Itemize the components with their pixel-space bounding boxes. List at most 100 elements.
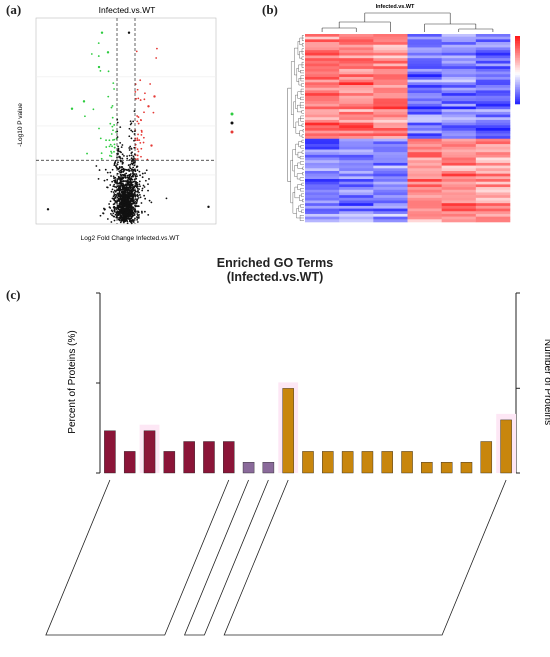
- volcano-point-None: [106, 178, 109, 181]
- volcano-point-None: [119, 201, 122, 204]
- heatmap-cell: [407, 192, 442, 196]
- volcano-point-None: [128, 127, 131, 130]
- volcano-point-None: [140, 210, 143, 213]
- volcano-point-None: [113, 162, 116, 165]
- heatmap-cell: [373, 101, 408, 105]
- volcano-point-None: [104, 208, 106, 211]
- volcano-point-None: [128, 176, 131, 179]
- heatmap-cell: [441, 39, 477, 43]
- volcano-point-None: [112, 212, 115, 215]
- go-bar: [341, 451, 354, 474]
- volcano-point-down: [113, 138, 116, 141]
- heatmap-cell: [475, 85, 511, 89]
- go-group-bracket: [223, 479, 507, 636]
- volcano-point-down: [110, 152, 113, 154]
- heatmap-cell: [475, 68, 511, 72]
- volcano-point-None: [118, 167, 121, 170]
- volcano-point-down: [110, 155, 113, 158]
- heatmap-cell: [339, 47, 374, 51]
- volcano-point-down: [106, 51, 110, 54]
- volcano-point-None: [130, 129, 133, 132]
- volcano-point-None: [144, 172, 146, 175]
- volcano-point-None: [128, 147, 131, 149]
- volcano-point-None: [147, 213, 150, 216]
- volcano-point-down: [113, 88, 115, 90]
- heatmap-cell: [475, 165, 511, 169]
- heatmap-cell: [305, 36, 340, 40]
- heatmap-cell: [305, 154, 340, 158]
- heatmap-cell: [407, 130, 442, 134]
- heatmap-cell: [339, 154, 374, 158]
- volcano-point-None: [131, 197, 133, 200]
- heatmap-cell: [305, 87, 340, 91]
- heatmap-cell: [441, 109, 477, 113]
- heatmap: Infected.vs.WT: [287, 4, 520, 223]
- volcano-point-None: [118, 176, 120, 179]
- heatmap-cell: [407, 103, 442, 107]
- heatmap-cell: [339, 85, 374, 89]
- heatmap-cell: [441, 144, 477, 148]
- volcano-point-None: [132, 206, 135, 209]
- volcano-point-None: [139, 196, 142, 199]
- heatmap-cell: [339, 119, 374, 123]
- volcano-point-None: [165, 197, 168, 200]
- volcano-point-None: [123, 189, 126, 192]
- volcano-point-None: [113, 198, 116, 201]
- volcano-point-None: [121, 187, 124, 190]
- heatmap-cell: [305, 34, 340, 37]
- heatmap-cell: [407, 42, 442, 46]
- volcano-point-None: [131, 178, 134, 181]
- volcano-point-None: [128, 154, 131, 157]
- volcano-point-down: [100, 157, 103, 160]
- heatmap-cell: [339, 170, 374, 174]
- volcano-point-None: [138, 180, 141, 183]
- colorbar-segment: [515, 100, 520, 103]
- volcano-point-None: [127, 168, 130, 171]
- heatmap-cell: [441, 219, 477, 223]
- volcano-point-None: [130, 168, 133, 171]
- volcano-point-None: [117, 161, 119, 164]
- heatmap-cell: [373, 119, 408, 123]
- volcano-point-None: [126, 155, 128, 158]
- colorbar-segment: [515, 95, 520, 98]
- colorbar-segment: [515, 54, 520, 57]
- heatmap-cell: [305, 68, 340, 72]
- go-bar: [322, 451, 334, 474]
- heatmap-cell: [373, 170, 408, 174]
- volcano-point-up: [136, 139, 139, 141]
- heatmap-cell: [373, 130, 408, 134]
- colorbar-segment: [515, 58, 520, 61]
- volcano-point-down: [70, 107, 74, 110]
- volcano-point-None: [110, 175, 112, 177]
- volcano-point-None: [135, 177, 138, 180]
- volcano-point-down: [112, 82, 115, 85]
- volcano-point-down: [109, 143, 112, 146]
- volcano-point-None: [102, 212, 105, 215]
- volcano-point-None: [207, 205, 210, 209]
- volcano-point-None: [109, 171, 112, 174]
- volcano-point-None: [121, 157, 124, 160]
- heatmap-cell: [475, 42, 511, 46]
- heatmap-cell: [339, 114, 374, 118]
- heatmap-cell: [441, 58, 477, 62]
- colorbar-segment: [515, 36, 520, 38]
- heatmap-cell: [475, 181, 511, 185]
- volcano-point-None: [114, 206, 117, 209]
- heatmap-cell: [441, 68, 477, 72]
- volcano-point-None: [130, 147, 133, 150]
- heatmap-cell: [373, 173, 408, 177]
- heatmap-cell: [339, 141, 374, 145]
- heatmap-cell: [441, 101, 477, 105]
- heatmap-cell: [339, 111, 374, 115]
- heatmap-cell: [407, 200, 442, 204]
- heatmap-cell: [441, 154, 477, 158]
- volcano-point-None: [130, 122, 133, 125]
- volcano-point-None: [113, 219, 116, 222]
- volcano-point-None: [128, 159, 131, 161]
- volcano-point-None: [98, 169, 101, 171]
- volcano-point-down: [110, 150, 112, 153]
- volcano-point-None: [111, 188, 114, 191]
- volcano-point-None: [120, 171, 123, 174]
- heatmap-cell: [305, 90, 340, 94]
- heatmap-cell: [441, 34, 477, 37]
